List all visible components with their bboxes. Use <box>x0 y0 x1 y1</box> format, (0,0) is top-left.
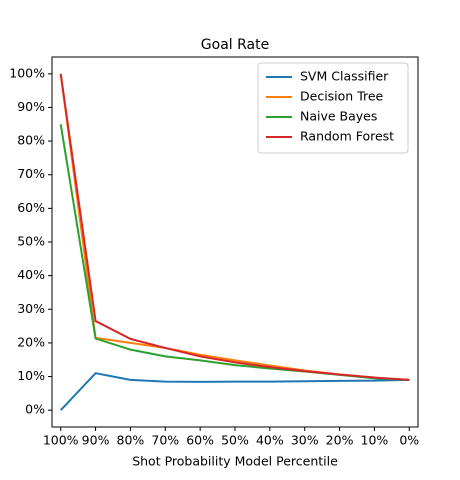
legend-label: Decision Tree <box>300 89 384 104</box>
y-tick-label: 0% <box>25 402 45 417</box>
x-tick-label: 10% <box>361 433 389 448</box>
line <box>59 124 410 381</box>
chart-title: Goal Rate <box>201 37 269 53</box>
legend-box <box>257 62 409 154</box>
x-tick-label: 40% <box>256 433 284 448</box>
line <box>59 372 410 411</box>
x-tick-label: 90% <box>82 433 110 448</box>
y-axis-label: Goal Rate % <box>0 203 3 280</box>
x-tick-label: 50% <box>221 433 249 448</box>
x-tick-label: 100% <box>43 433 79 448</box>
legend-label: SVM Classifier <box>300 69 389 84</box>
y-tick-label: 20% <box>17 334 45 349</box>
legend-label: Random Forest <box>300 129 394 144</box>
legend-label: Naive Bayes <box>300 109 377 124</box>
y-tick-label: 10% <box>17 368 45 383</box>
y-tick-label: 50% <box>17 234 45 249</box>
y-tick-label: 80% <box>17 133 45 148</box>
legend: SVM Classifier Decision Tree Naive Bayes Ra… <box>257 62 409 154</box>
x-tick-label: 70% <box>151 433 179 448</box>
y-tick-label: 30% <box>17 301 45 316</box>
x-axis-label: Shot Probability Model Percentile <box>132 454 338 469</box>
x-tick-label: 20% <box>326 433 354 448</box>
y-tick-label: 70% <box>17 166 45 181</box>
axes-frame <box>51 56 419 428</box>
y-tick-label: 60% <box>17 200 45 215</box>
y-tick-label: 40% <box>17 267 45 282</box>
x-tick-label: 30% <box>291 433 319 448</box>
y-tick-label: 90% <box>17 99 45 114</box>
x-tick-label: 60% <box>186 433 214 448</box>
y-tick-label: 100% <box>9 65 45 80</box>
x-tick-label: 0% <box>399 433 419 448</box>
x-tick-label: 80% <box>117 433 145 448</box>
line <box>59 73 410 381</box>
